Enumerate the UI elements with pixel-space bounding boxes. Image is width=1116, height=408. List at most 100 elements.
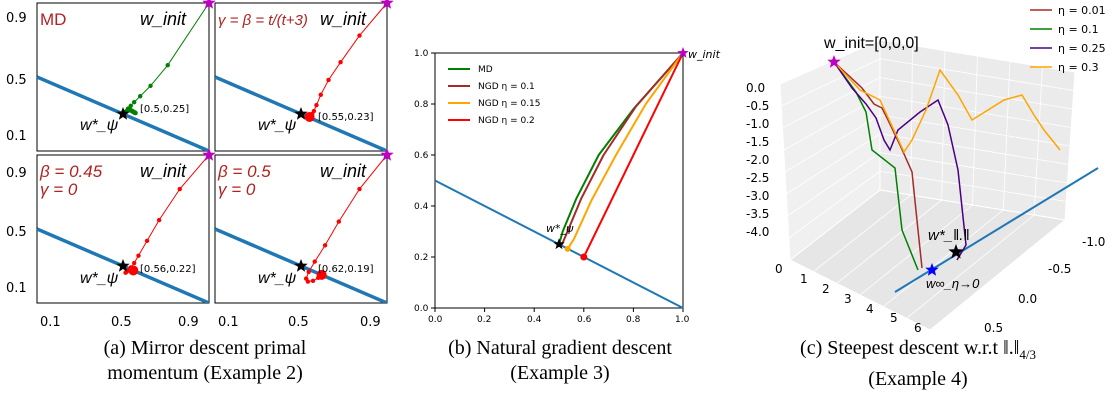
c-ytick-1: -0.5 [1048, 262, 1071, 276]
c-grid-line [786, 133, 881, 195]
c-grid-line [883, 209, 1004, 307]
b-xtick-3: 0.6 [577, 315, 592, 325]
c-ztick-7: -3.5 [746, 207, 769, 221]
c-xtick-5: 5 [890, 311, 898, 325]
panel-a: MD γ = β = t/(t+3) β = 0.45 γ = 0 β = 0.… [6, 0, 394, 330]
b-xtick-0: 0.0 [428, 315, 443, 325]
c-legend-001-label: η = 0.01 [1058, 4, 1106, 17]
panel-b-winit-label: w_init [688, 48, 721, 61]
subplot-a1-optimum-label: w*_ψ [80, 117, 119, 134]
c-grid-line [789, 189, 881, 261]
panel-b-init-star [677, 47, 689, 58]
panel-c-limit-label: w∞_η→0 [926, 276, 980, 291]
subplot-a4-winit-label: w_init [320, 161, 367, 181]
subplot-a4-iterate-point [310, 278, 316, 283]
caption-b-line2: (Example 3) [510, 362, 610, 384]
c-ytick-3: 0.5 [984, 321, 1003, 335]
a3-xtick-0: 0.1 [40, 315, 61, 330]
subplot-a2-iterate-point [304, 111, 315, 122]
subplot-a1-iterate-point [148, 83, 153, 89]
subplot-a2-iterate-point [318, 92, 323, 97]
subplot-a1-iterate-point [131, 99, 137, 105]
a3-ytick-2: 0.1 [6, 281, 27, 296]
subplot-a4-iterate-point [336, 219, 342, 224]
subplot-a1-iterate-point [165, 62, 170, 68]
panel-b-series-2 [566, 52, 684, 250]
caption-c-line2: (Example 4) [868, 368, 968, 390]
a1-ytick-2: 0.1 [6, 129, 27, 144]
legend-md-label: MD [478, 65, 493, 75]
panel-b-series-1 [560, 52, 684, 246]
c-grid-line [782, 77, 881, 129]
c-grid-line [788, 170, 881, 239]
subplot-a3-optimum-label: w*_ψ [80, 270, 119, 287]
subplot-a2-iterate-point [314, 102, 319, 108]
b-ytick-5: 1.0 [414, 49, 429, 59]
panel-b-frame [434, 52, 684, 309]
subplot-a4-iterate-point [312, 259, 317, 264]
c-ztick-6: -3.0 [746, 189, 769, 203]
panel-b-optimum-label: w*_ψ [546, 222, 574, 235]
subplot-a2-iterate-point [357, 33, 362, 38]
a3-ytick-0: 0.9 [6, 166, 27, 181]
subplot-a3-coord-label: [0.56,0.22] [140, 264, 196, 275]
subplot-a3-title: β = 0.45 [39, 162, 103, 181]
subplot-a3-iterate-point [144, 238, 150, 244]
a3-ytick-1: 0.5 [6, 225, 27, 240]
subplot-a2-iterate-point [326, 77, 331, 83]
legend-ngd02-label: NGD η = 0.2 [478, 116, 535, 126]
a4-xtick-0: 0.1 [218, 315, 239, 330]
b-xtick-5: 1.0 [675, 315, 690, 325]
subplot-a1-iterate-point [138, 94, 143, 99]
c-grid-line [813, 194, 912, 272]
c-ytick-2: 0.0 [1018, 292, 1037, 306]
b-xtick-2: 0.4 [527, 315, 542, 325]
caption-a-line2: momentum (Example 2) [107, 362, 303, 384]
subplot-a4-coord-label: [0.62,0.19] [318, 264, 374, 275]
b-ytick-2: 0.4 [414, 202, 429, 212]
a3-xtick-2: 0.9 [178, 315, 199, 330]
a4-xtick-2: 0.9 [360, 315, 381, 330]
subplot-a4-iterate-point [316, 269, 327, 280]
b-ytick-0: 0.0 [414, 304, 429, 314]
b-ytick-4: 0.8 [414, 100, 429, 110]
legend-ngd01-label: NGD η = 0.1 [478, 82, 535, 92]
c-ztick-3: -1.5 [746, 135, 769, 149]
panel-c-init-star [827, 55, 841, 68]
subplot-a2-winit-label: w_init [320, 9, 367, 29]
subplot-a2-iterate-point [338, 60, 343, 65]
caption-c-line1: (c) Steepest descent w.r.t ‖.‖4/3 [720, 336, 1116, 367]
c-ztick-4: -2.0 [746, 153, 769, 167]
c-xtick-1: 1 [800, 272, 808, 286]
b-ytick-3: 0.6 [414, 151, 429, 161]
panel-c-legend: η = 0.01 η = 0.1 η = 0.25 η = 0.3 [1030, 4, 1106, 74]
subplot-a4-optimum-star [294, 259, 308, 272]
c-xtick-3: 3 [844, 292, 852, 306]
subplot-a2-title: γ = β = t/(t+3) [218, 12, 308, 29]
subplot-a4-iterate-point [305, 279, 311, 284]
subplot-a1-init-star [202, 0, 216, 9]
c-ytick-0: -1.0 [1082, 235, 1105, 249]
subplot-a4-init-star [380, 148, 394, 161]
subplot-a2-init-star [380, 0, 394, 9]
subplot-a4-iterate-point [322, 243, 328, 248]
subplot-a1-winit-label: w_init [140, 9, 187, 29]
panel-b-legend: MD NGD η = 0.1 NGD η = 0.15 NGD η = 0.2 [448, 65, 541, 126]
c-grid-line [1033, 66, 1043, 216]
subplot-a4-optimum-label: w*_ψ [258, 270, 297, 287]
c-xtick-4: 4 [866, 302, 874, 316]
caption-b: (b) Natural gradient descent (Example 3) [400, 336, 720, 386]
c-ztick-2: -1.0 [746, 117, 769, 131]
c-legend-01-label: η = 0.1 [1058, 23, 1099, 36]
panel-c-optimum-label: w*_‖.‖ [928, 227, 970, 244]
panel-b: w_init w*_ψ MD NGD η = 0.1 NGD η = 0.15 … [414, 47, 721, 325]
subplot-a4-title: β = 0.5 [217, 162, 271, 181]
subplot-a2-coord-label: [0.55,0.23] [318, 112, 374, 123]
a1-ytick-1: 0.5 [6, 73, 27, 88]
caption-c-text: (c) Steepest descent w.r.t ‖.‖ [800, 337, 1020, 359]
b-xtick-1: 0.2 [477, 315, 491, 325]
subplot-a3-iterate-point [177, 186, 182, 192]
caption-b-line1: (b) Natural gradient descent [448, 337, 672, 359]
c-xtick-6: 6 [914, 321, 922, 335]
